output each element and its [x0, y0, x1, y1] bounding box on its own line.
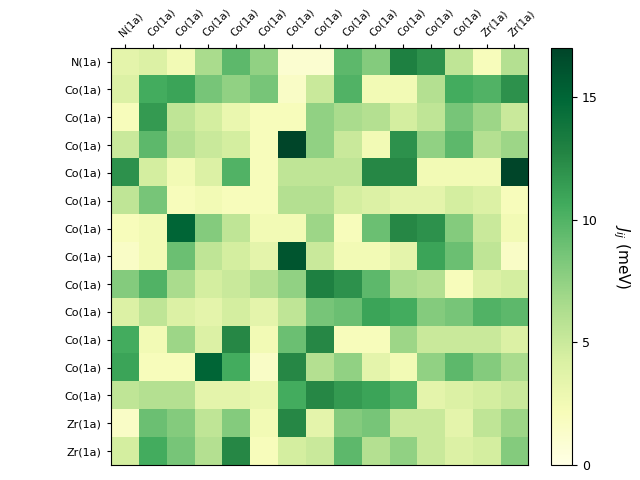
Y-axis label: $J_{ij}$ (meV): $J_{ij}$ (meV)	[611, 224, 632, 289]
